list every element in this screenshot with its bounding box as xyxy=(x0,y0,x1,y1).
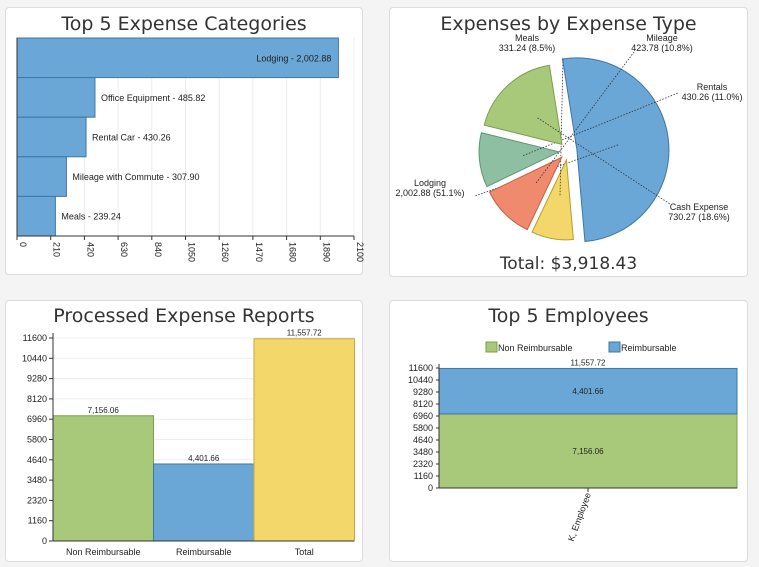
bar-label: Meals - 239.24 xyxy=(61,212,121,222)
y-tick-label: 11600 xyxy=(23,333,47,343)
x-tick-label: 210 xyxy=(52,242,62,257)
y-tick-label: 6960 xyxy=(27,414,47,424)
stacked-bar-segment xyxy=(438,413,738,489)
legend-label: Reimbursable xyxy=(621,343,677,353)
slice-label-name: Meals xyxy=(515,33,540,43)
expense-type-panel: Expenses by Expense Type Lodging 2,002.88… xyxy=(389,7,748,277)
bar-value-label: 7,156.06 xyxy=(88,406,120,415)
y-tick-label: 8120 xyxy=(27,394,47,404)
slice-label-value: 730.27 (18.6%) xyxy=(668,212,730,222)
x-tick-label: 0 xyxy=(18,242,28,247)
top-categories-chart: Lodging - 2,002.88 Office Equipment - 485… xyxy=(16,37,365,262)
top-categories-panel: Top 5 Expense Categories Lodging - 2,002… xyxy=(5,7,365,275)
slice-label-value: 430.26 (11.0%) xyxy=(682,92,743,102)
expense-total: Total: $3,918.43 xyxy=(499,254,638,274)
expense-type-title: Expenses by Expense Type xyxy=(440,13,697,35)
leader-line xyxy=(537,117,671,205)
bar-label: Office Equipment - 485.82 xyxy=(101,93,205,103)
slice-label-name: Rentals xyxy=(697,82,728,92)
pie-slice xyxy=(561,57,670,243)
y-tick-label: 0 xyxy=(42,536,47,546)
leader-line xyxy=(523,92,679,156)
top-employees-chart: Non Reimbursable Reimbursable 0 1160 2320 348… xyxy=(408,341,738,543)
y-tick-label: 0 xyxy=(428,483,433,493)
slice-label-name: Mileage xyxy=(646,33,678,43)
x-tick-label: 1050 xyxy=(187,242,197,262)
bar xyxy=(16,195,56,237)
bar xyxy=(16,116,87,158)
leader-line xyxy=(559,56,564,196)
x-tick-label: 1260 xyxy=(220,242,230,262)
bar xyxy=(153,463,255,542)
bar xyxy=(16,37,339,79)
x-tick-label: K, Employee xyxy=(566,491,593,542)
leader-line xyxy=(535,51,635,184)
y-tick-label: 4640 xyxy=(413,435,433,445)
legend-swatch xyxy=(485,341,498,353)
y-tick-label: 1160 xyxy=(28,516,47,526)
x-tick-label: 1890 xyxy=(321,242,331,262)
slice-label-value: 331.24 (8.5%) xyxy=(499,43,556,53)
y-tick-label: 9280 xyxy=(413,387,433,397)
pie-slice xyxy=(483,64,563,146)
bar-value-label: 4,401.66 xyxy=(188,454,220,463)
bar-value-label: 11,557.72 xyxy=(287,329,323,338)
top-employees-panel: Top 5 Employees Non Reimbursable Reimburs… xyxy=(389,300,748,562)
y-tick-label: 3480 xyxy=(27,475,47,485)
segment-value-label: 4,401.66 xyxy=(572,387,604,396)
segment-value-label: 7,156.06 xyxy=(572,447,604,456)
x-tick-label: Reimbursable xyxy=(176,547,232,557)
total-value-label: 11,557.72 xyxy=(571,358,607,367)
pie-slice xyxy=(531,157,574,241)
legend-label: Non Reimbursable xyxy=(498,343,573,353)
x-tick-label: Non Reimbursable xyxy=(66,547,141,557)
pie-slice xyxy=(488,156,563,231)
bar-label: Rental Car - 430.26 xyxy=(92,133,171,143)
processed-reports-panel: Processed Expense Reports 0 1160 2320 3480 4… xyxy=(5,300,363,562)
slice-label-value: 423.78 (10.8%) xyxy=(631,43,693,53)
slice-label-name: Lodging xyxy=(414,178,446,188)
x-tick-label: Total xyxy=(295,547,314,557)
slice-label-name: Cash Expense xyxy=(670,202,729,212)
y-tick-label: 6960 xyxy=(413,411,433,421)
y-tick-label: 4640 xyxy=(27,455,47,465)
bar-label: Mileage with Commute - 307.90 xyxy=(72,172,199,182)
bar xyxy=(253,338,355,542)
processed-reports-title: Processed Expense Reports xyxy=(53,305,315,327)
bar-label: Lodging - 2,002.88 xyxy=(256,53,331,63)
y-tick-label: 10440 xyxy=(408,375,433,385)
bar xyxy=(16,77,96,118)
y-tick-label: 10440 xyxy=(22,353,47,363)
x-tick-label: 840 xyxy=(153,242,163,257)
processed-reports-chart: 0 1160 2320 3480 4640 5800 6960 8120 9280 10440 11… xyxy=(22,329,355,557)
y-tick-label: 2320 xyxy=(27,495,47,505)
x-tick-label: 630 xyxy=(119,242,129,257)
x-tick-label: 2100 xyxy=(355,242,365,262)
y-tick-label: 11600 xyxy=(409,363,433,373)
slice-label-value: 2,002.88 (51.1%) xyxy=(395,188,464,198)
x-tick-label: 420 xyxy=(85,242,95,257)
top-categories-title: Top 5 Expense Categories xyxy=(61,13,307,35)
y-tick-label: 8120 xyxy=(413,399,433,409)
y-tick-label: 3480 xyxy=(413,447,433,457)
y-tick-label: 2320 xyxy=(413,459,433,469)
bar xyxy=(16,156,67,197)
y-tick-label: 1160 xyxy=(414,471,433,481)
y-tick-label: 5800 xyxy=(27,435,47,445)
legend-swatch xyxy=(608,341,621,353)
bar xyxy=(52,415,154,542)
y-tick-label: 9280 xyxy=(27,374,47,384)
pie-slice xyxy=(478,132,561,188)
x-tick-label: 1470 xyxy=(254,242,264,262)
y-tick-label: 5800 xyxy=(413,423,433,433)
top-employees-title: Top 5 Employees xyxy=(488,305,649,327)
x-tick-label: 1680 xyxy=(288,242,298,262)
